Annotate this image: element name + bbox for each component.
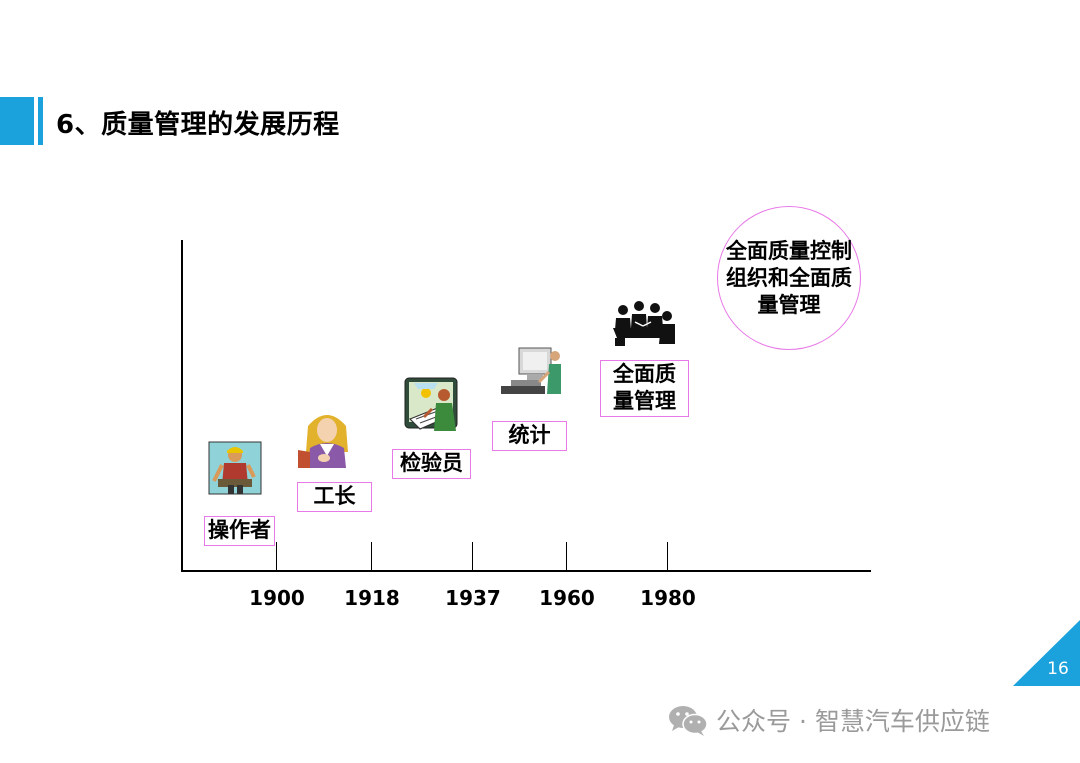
page-number: 16 [1047,659,1069,679]
tick-1980 [667,542,668,571]
year-label-1918: 1918 [344,586,400,610]
slide-title: 6、质量管理的发展历程 [56,110,340,140]
computer-clipart-icon [501,347,561,394]
tick-1960 [566,542,567,571]
tick-1918 [371,542,372,571]
tick-1900 [276,542,277,571]
stage-inspector-box: 检验员 [392,449,471,479]
watermark-text: 公众号 · 智慧汽车供应链 [716,707,990,736]
stage-foreman-box: 工长 [297,482,372,512]
tick-1937 [472,542,473,571]
watermark: 公众号 · 智慧汽车供应链 [668,703,990,737]
year-label-1937: 1937 [445,586,501,610]
stage-statistics-box: 统计 [492,421,567,451]
stage-tqm-box: 全面质 量管理 [600,360,689,417]
year-label-1900: 1900 [249,586,305,610]
year-label-1980: 1980 [640,586,696,610]
page-corner-triangle [1013,620,1080,686]
stage-tqc-circle: 全面质量控制 组织和全面质 量管理 [717,206,861,350]
x-axis-line [181,570,871,572]
worker-clipart-icon [208,441,262,495]
title-accent-block [0,97,34,145]
foreman-clipart-icon [298,415,348,468]
inspector-clipart-icon [404,377,458,431]
meeting-clipart-icon [609,298,677,346]
y-axis-line [181,240,183,572]
title-accent-bar [38,97,43,145]
year-label-1960: 1960 [539,586,595,610]
wechat-icon [669,706,708,736]
stage-operator-box: 操作者 [204,516,275,546]
